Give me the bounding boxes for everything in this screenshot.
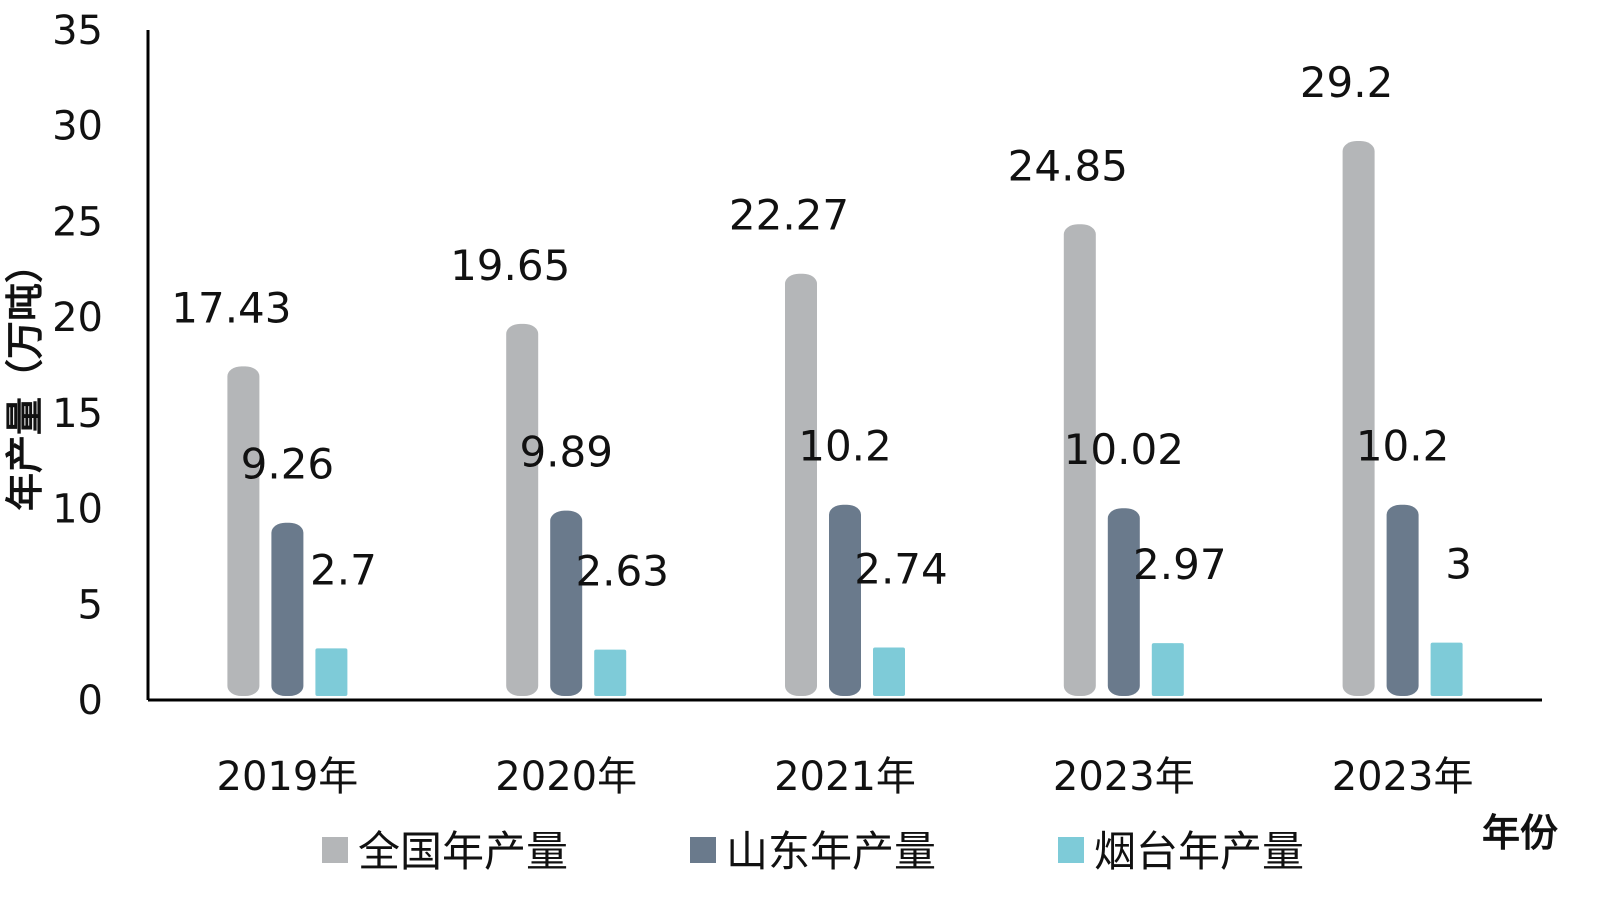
bar <box>785 273 817 696</box>
bar <box>227 366 260 696</box>
bar <box>873 647 905 696</box>
legend-label: 山东年产量 <box>726 827 936 876</box>
data-label: 2.63 <box>575 547 669 596</box>
y-tick-label: 30 <box>52 104 103 150</box>
data-label: 2.74 <box>854 545 948 594</box>
x-category-label: 2023年 <box>1053 754 1195 800</box>
bar <box>594 649 627 696</box>
bar <box>1342 141 1375 696</box>
data-labels-layer: 17.43 9.26 2.7 19.65 9.89 2.63 22.27 10.2 2.74 24… <box>171 58 1472 596</box>
x-axis-title: 年份 <box>1482 811 1558 855</box>
data-label: 2.97 <box>1133 540 1227 589</box>
y-tick-label: 15 <box>52 391 103 437</box>
legend: 全国年产量 山东年产量 烟台年产量 <box>322 827 1304 876</box>
bar <box>1063 224 1096 697</box>
y-tick-label: 10 <box>52 487 103 533</box>
data-label: 24.85 <box>1008 141 1128 190</box>
data-label: 9.26 <box>241 440 335 489</box>
legend-swatch <box>1058 837 1084 863</box>
legend-swatch <box>322 837 348 863</box>
x-category-label: 2021年 <box>774 754 916 800</box>
y-tick-label: 35 <box>52 8 103 54</box>
bar <box>1151 643 1184 696</box>
y-tick-label: 0 <box>78 678 103 724</box>
y-tick-labels: 0 5 10 15 20 25 30 35 <box>52 8 103 724</box>
x-category-label: 2019年 <box>217 754 359 800</box>
data-label: 19.65 <box>450 241 570 290</box>
legend-label: 烟台年产量 <box>1094 827 1304 876</box>
data-label: 9.89 <box>519 428 613 477</box>
x-category-label: 2020年 <box>495 754 637 800</box>
bar <box>506 323 539 696</box>
data-label: 10.02 <box>1064 425 1184 474</box>
y-tick-label: 5 <box>78 582 103 628</box>
data-label: 10.2 <box>1356 422 1450 471</box>
legend-swatch <box>690 837 716 863</box>
data-label: 10.2 <box>798 422 892 471</box>
x-category-labels: 2019年 2020年 2021年 2023年 2023年 <box>217 754 1474 800</box>
bar <box>1430 642 1463 696</box>
data-label: 2.7 <box>310 545 377 594</box>
bars-layer <box>227 141 1463 697</box>
data-label: 22.27 <box>729 191 849 240</box>
bar <box>315 648 348 696</box>
bar <box>550 510 583 696</box>
data-label: 29.2 <box>1300 58 1394 107</box>
bar <box>1386 504 1419 696</box>
x-category-label: 2023年 <box>1332 754 1474 800</box>
bar <box>829 504 861 696</box>
legend-label: 全国年产量 <box>358 827 568 876</box>
y-axis-title: 年产量（万吨） <box>3 245 47 511</box>
y-tick-label: 20 <box>52 295 103 341</box>
data-label: 17.43 <box>171 283 291 332</box>
data-label: 3 <box>1445 540 1472 589</box>
bar <box>1107 508 1140 696</box>
bar <box>271 522 304 696</box>
y-tick-label: 25 <box>52 199 103 245</box>
